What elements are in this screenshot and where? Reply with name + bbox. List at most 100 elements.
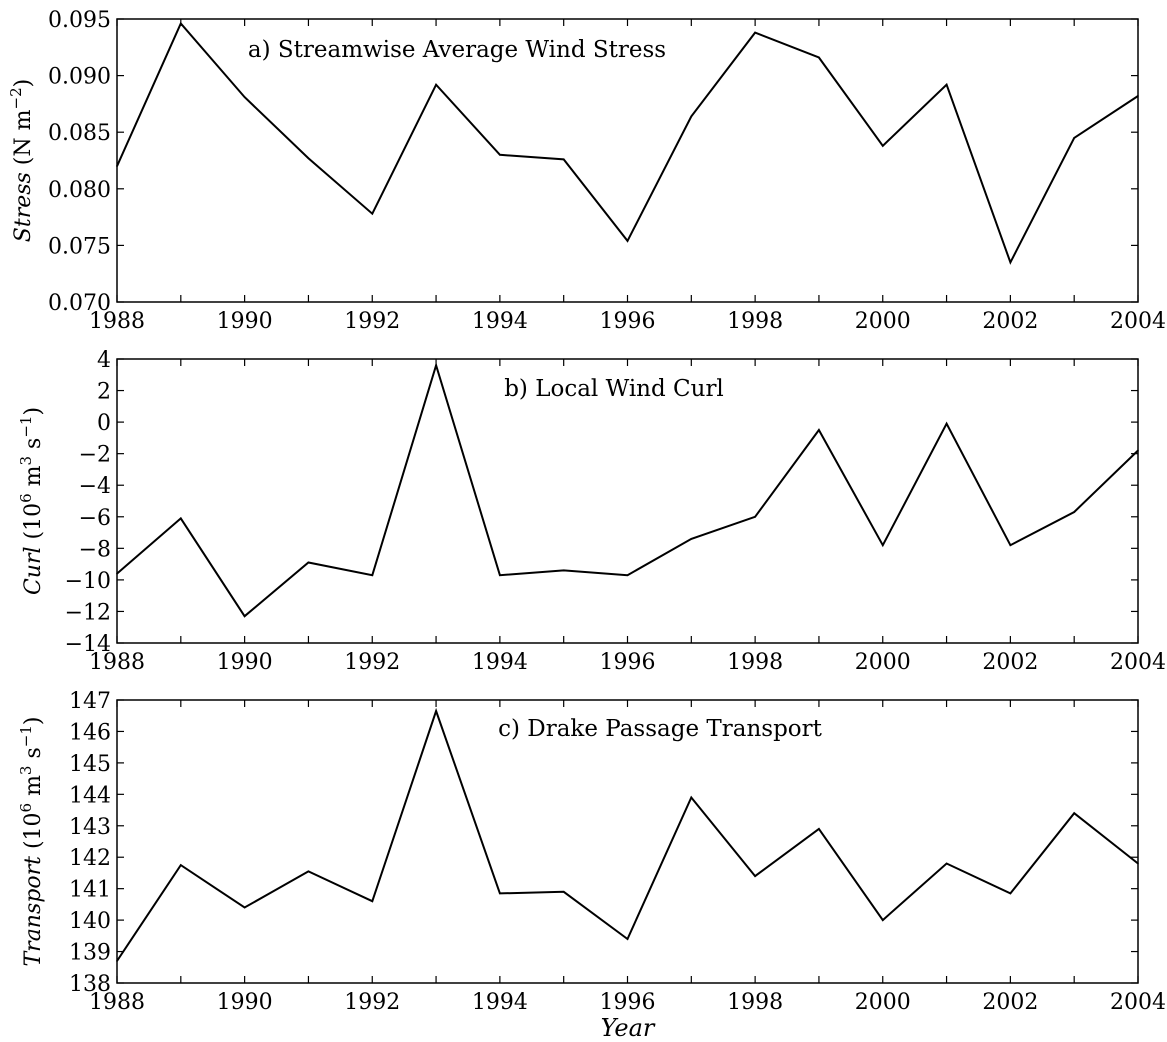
data-point bbox=[499, 574, 501, 576]
data-point bbox=[754, 515, 756, 518]
x-tick-label: 1990 bbox=[217, 650, 273, 675]
y-tick-label: 139 bbox=[69, 941, 111, 966]
y-tick-label: 141 bbox=[69, 878, 111, 903]
x-tick-label: 1994 bbox=[472, 650, 528, 675]
data-point bbox=[371, 574, 374, 576]
y-tick-label: 4 bbox=[97, 348, 111, 373]
x-tick-label: 2000 bbox=[855, 309, 911, 334]
x-axis-label: Year bbox=[601, 1014, 656, 1042]
data-point bbox=[818, 429, 820, 431]
panel-title: b) Local Wind Curl bbox=[504, 376, 724, 402]
data-point bbox=[626, 240, 629, 242]
y-tick-label: −2 bbox=[79, 443, 111, 468]
data-point bbox=[945, 422, 948, 425]
data-point bbox=[1009, 261, 1012, 264]
data-point bbox=[371, 900, 374, 903]
panel-title: c) Drake Passage Transport bbox=[498, 716, 823, 742]
data-point bbox=[180, 517, 182, 520]
y-tick-label: 143 bbox=[69, 815, 111, 840]
y-tick-label: 0.075 bbox=[48, 234, 111, 259]
data-point bbox=[690, 538, 693, 540]
y-tick-label: 146 bbox=[69, 720, 111, 745]
x-tick-label: 2002 bbox=[982, 990, 1038, 1015]
data-point bbox=[690, 115, 693, 118]
x-tick-label: 1988 bbox=[89, 990, 145, 1015]
data-point bbox=[1137, 862, 1139, 865]
x-tick-label: 2000 bbox=[855, 650, 911, 675]
x-tick-label: 1998 bbox=[727, 650, 783, 675]
data-point bbox=[307, 157, 310, 160]
data-point bbox=[881, 544, 884, 546]
data-point bbox=[881, 144, 884, 147]
data-point bbox=[180, 864, 182, 866]
x-tick-label: 1994 bbox=[472, 309, 528, 334]
data-point bbox=[371, 212, 374, 215]
x-tick-label: 1992 bbox=[344, 650, 400, 675]
data-point bbox=[626, 574, 629, 576]
chart-panel-1: 1988 1990 1992 1994 1996 1998 2000 2002 2004 −14 −… bbox=[17, 348, 1166, 675]
panel-title: a) Streamwise Average Wind Stress bbox=[248, 37, 666, 63]
data-point bbox=[1009, 544, 1012, 546]
data-point bbox=[562, 569, 565, 572]
data-point bbox=[626, 938, 629, 940]
data-point bbox=[562, 158, 565, 161]
data-point bbox=[499, 154, 501, 156]
y-tick-label: 147 bbox=[69, 689, 111, 714]
y-tick-label: 2 bbox=[97, 380, 111, 405]
y-tick-label: −4 bbox=[79, 474, 111, 499]
data-point bbox=[243, 615, 246, 617]
data-point bbox=[754, 875, 756, 877]
y-tick-label: 0.095 bbox=[48, 8, 111, 33]
data-point bbox=[116, 165, 118, 167]
data-point bbox=[307, 870, 310, 873]
x-tick-label: 1998 bbox=[727, 990, 783, 1015]
y-tick-label: 145 bbox=[69, 752, 111, 777]
x-tick-label: 2002 bbox=[982, 650, 1038, 675]
y-tick-label: 144 bbox=[69, 783, 111, 808]
data-point bbox=[945, 862, 948, 865]
x-tick-label: 1988 bbox=[89, 309, 145, 334]
x-tick-label: 1988 bbox=[89, 650, 145, 675]
y-tick-label: 138 bbox=[69, 972, 111, 997]
y-tick-label: 142 bbox=[69, 846, 111, 871]
data-point bbox=[945, 83, 948, 86]
y-tick-label: 0 bbox=[97, 411, 111, 436]
x-tick-label: 1998 bbox=[727, 309, 783, 334]
data-point bbox=[499, 892, 501, 895]
data-point bbox=[562, 891, 565, 893]
data-point bbox=[754, 31, 756, 34]
x-tick-label: 1992 bbox=[344, 990, 400, 1015]
data-point bbox=[243, 906, 246, 909]
y-axis-label: Transport (106 m3 s−1) bbox=[17, 717, 46, 967]
x-tick-label: 2002 bbox=[982, 309, 1038, 334]
y-tick-label: 0.090 bbox=[48, 65, 111, 90]
x-tick-label: 1990 bbox=[217, 309, 273, 334]
y-tick-label: −14 bbox=[65, 632, 111, 657]
y-tick-label: −10 bbox=[65, 569, 111, 594]
data-point bbox=[1073, 137, 1075, 139]
series-line bbox=[116, 707, 1139, 962]
data-point bbox=[435, 710, 437, 712]
data-point bbox=[1009, 892, 1012, 895]
data-point bbox=[116, 960, 118, 962]
data-point bbox=[818, 56, 820, 59]
data-point bbox=[1137, 95, 1139, 97]
data-point bbox=[1137, 449, 1139, 452]
x-tick-label: 2004 bbox=[1110, 309, 1166, 334]
y-tick-label: −6 bbox=[79, 506, 111, 531]
y-tick-label: 140 bbox=[69, 909, 111, 934]
data-point bbox=[243, 96, 246, 98]
data-point bbox=[818, 828, 820, 830]
y-tick-label: 0.080 bbox=[48, 178, 111, 203]
y-axis-label: Curl (106 m3 s−1) bbox=[17, 407, 46, 595]
y-tick-label: −12 bbox=[65, 600, 111, 625]
x-tick-label: 2004 bbox=[1110, 990, 1166, 1015]
x-tick-label: 2000 bbox=[855, 990, 911, 1015]
data-point bbox=[180, 22, 182, 25]
data-point bbox=[1073, 812, 1075, 814]
y-tick-label: 0.085 bbox=[48, 121, 111, 146]
chart-panel-0: 1988 1990 1992 1994 1996 1998 2000 2002 2004 0.07… bbox=[7, 8, 1166, 334]
data-point bbox=[690, 796, 693, 799]
plot-frame bbox=[116, 699, 1139, 984]
x-tick-label: 1996 bbox=[600, 650, 656, 675]
